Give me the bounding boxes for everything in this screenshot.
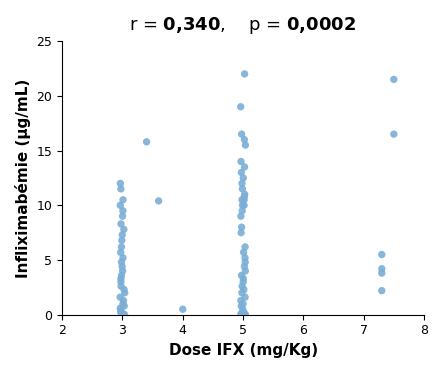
Point [120, 303, 128, 309]
Point [378, 270, 385, 276]
Point [117, 181, 124, 186]
Point [237, 230, 245, 236]
Point [241, 294, 249, 300]
Point [117, 202, 124, 208]
Point [241, 264, 248, 270]
Point [239, 283, 246, 289]
Point [238, 197, 245, 203]
Point [118, 237, 125, 243]
Point [241, 310, 248, 316]
Point [238, 181, 245, 186]
Point [237, 159, 245, 164]
Point [238, 224, 245, 230]
Point [241, 191, 248, 197]
Point [120, 226, 128, 232]
Point [120, 301, 127, 307]
Point [239, 312, 246, 318]
Point [119, 213, 126, 219]
Point [240, 276, 247, 282]
Point [238, 131, 245, 137]
Point [240, 250, 247, 256]
Point [241, 137, 248, 142]
Point [179, 306, 187, 312]
Point [117, 279, 124, 285]
Point [241, 259, 249, 265]
Point [241, 244, 249, 250]
Point [117, 250, 124, 256]
Point [118, 312, 125, 318]
Point [117, 276, 124, 282]
Point [238, 169, 245, 175]
Point [237, 104, 244, 110]
Point [239, 202, 246, 208]
Point [378, 266, 385, 272]
Point [120, 255, 127, 261]
Point [119, 232, 126, 238]
Point [390, 76, 397, 82]
Point [240, 286, 247, 292]
Point [238, 272, 245, 278]
Point [240, 279, 247, 285]
Point [155, 198, 162, 204]
Point [118, 244, 125, 250]
Point [390, 131, 397, 137]
Point [242, 142, 249, 148]
X-axis label: Dose IFX (mg/Kg): Dose IFX (mg/Kg) [168, 343, 318, 358]
Point [242, 268, 249, 274]
Point [237, 312, 245, 318]
Point [117, 294, 124, 300]
Point [242, 312, 249, 318]
Point [241, 197, 248, 203]
Point [119, 268, 126, 274]
Point [378, 288, 385, 294]
Point [378, 251, 385, 257]
Point [120, 311, 127, 317]
Point [118, 272, 125, 278]
Point [117, 221, 124, 227]
Point [241, 255, 249, 261]
Title: r = $\mathbf{0{,}340}$,    p = $\mathbf{0{,}0002}$: r = $\mathbf{0{,}340}$, p = $\mathbf{0{,… [129, 15, 357, 36]
Point [119, 264, 126, 270]
Point [237, 213, 245, 219]
Point [238, 303, 245, 309]
Point [120, 298, 127, 304]
Point [239, 306, 246, 312]
Point [241, 71, 248, 77]
Point [121, 312, 128, 318]
Point [242, 312, 249, 318]
Point [237, 298, 245, 304]
Point [117, 307, 124, 313]
Point [120, 312, 127, 318]
Point [241, 202, 248, 208]
Point [120, 197, 127, 203]
Point [239, 208, 246, 214]
Point [117, 186, 124, 192]
Point [143, 139, 150, 145]
Point [237, 311, 245, 317]
Point [241, 312, 248, 318]
Point [238, 290, 245, 296]
Point [240, 175, 247, 181]
Point [240, 301, 247, 307]
Point [239, 186, 246, 192]
Point [241, 194, 248, 200]
Point [117, 283, 124, 289]
Point [121, 290, 128, 296]
Point [241, 164, 248, 170]
Point [120, 286, 128, 292]
Point [119, 208, 126, 214]
Point [118, 259, 125, 265]
Y-axis label: Infliximabémie (µg/mL): Infliximabémie (µg/mL) [15, 78, 31, 278]
Point [117, 305, 124, 311]
Point [117, 310, 124, 316]
